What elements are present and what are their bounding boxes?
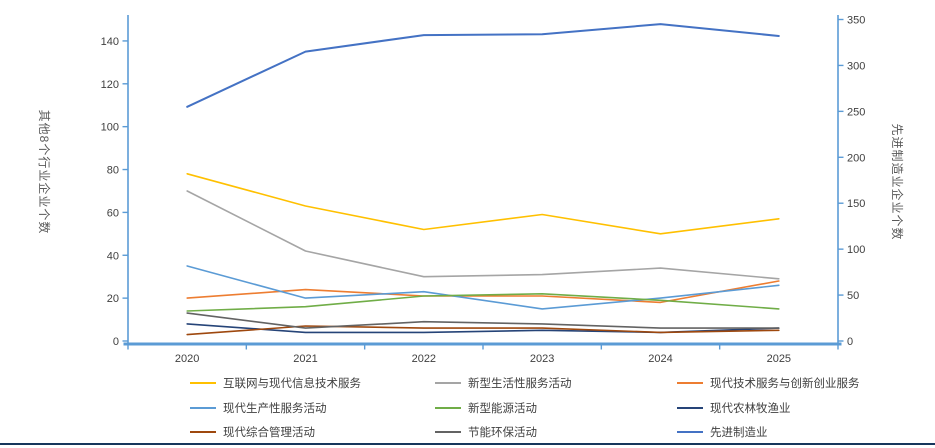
- legend-line-marker: [435, 406, 461, 409]
- legend-label: 节能环保活动: [468, 427, 537, 439]
- legend-label: 现代技术服务与创新创业服务: [710, 378, 860, 390]
- page-bottom-border: [0, 443, 935, 445]
- legend-line-marker: [190, 406, 216, 409]
- legend-label: 互联网与现代信息技术服务: [223, 378, 361, 390]
- right-axis-tick-label: 100: [847, 244, 865, 256]
- left-axis-tick-label: 40: [107, 250, 119, 262]
- x-axis-category-label: 2021: [293, 353, 317, 365]
- x-axis-category-label: 2022: [412, 353, 436, 365]
- left-axis-tick-label: 20: [107, 293, 119, 305]
- series-line-3: [186, 265, 780, 310]
- legend-label: 新型生活性服务活动: [468, 378, 572, 390]
- legend-label: 现代农林牧渔业: [710, 403, 791, 415]
- series-line-4: [186, 292, 780, 312]
- x-axis-category-label: 2025: [767, 353, 791, 365]
- left-axis-tick-label: 60: [107, 207, 119, 219]
- left-axis-tick-label: 0: [113, 336, 119, 348]
- right-axis-tick-label: 150: [847, 198, 865, 210]
- legend-label: 先进制造业: [710, 427, 768, 439]
- legend-item-4: 新型能源活动: [435, 402, 537, 416]
- legend-line-marker: [190, 381, 216, 384]
- right-axis-tick-label: 0: [847, 336, 853, 348]
- legend-item-8: 先进制造业: [677, 426, 768, 440]
- legend-item-1: 新型生活性服务活动: [435, 377, 572, 391]
- legend-item-2: 现代技术服务与创新创业服务: [677, 377, 860, 391]
- legend-line-marker: [677, 406, 703, 409]
- series-line-6: [186, 325, 780, 336]
- legend-label: 现代综合管理活动: [223, 427, 315, 439]
- x-axis-category-label: 2023: [530, 353, 554, 365]
- legend-line-marker: [677, 430, 703, 433]
- left-axis-tick-label: 140: [101, 36, 119, 48]
- right-axis-title: 先进制造业企业个数: [890, 123, 904, 241]
- left-axis-title: 其他8个行业企业个数: [37, 109, 51, 235]
- line-chart: 0 20 40 60 80 100 120 140 0 50 100 150 200 250 300 350 2…: [101, 15, 866, 366]
- right-axis-tick-label: 300: [847, 60, 865, 72]
- right-axis-tick-label: 250: [847, 106, 865, 118]
- series-line-7: [186, 312, 780, 329]
- legend-line-marker: [677, 381, 703, 384]
- legend-label: 现代生产性服务活动: [223, 403, 327, 415]
- legend-item-5: 现代农林牧渔业: [677, 402, 791, 416]
- x-axis-category-label: 2024: [648, 353, 672, 365]
- legend-item-3: 现代生产性服务活动: [190, 402, 327, 416]
- legend-item-7: 节能环保活动: [435, 426, 537, 440]
- right-axis-tick-label: 200: [847, 152, 865, 164]
- legend-label: 新型能源活动: [468, 403, 537, 415]
- legend-line-marker: [435, 381, 461, 384]
- right-axis-tick-label: 350: [847, 15, 865, 27]
- series-line-2: [186, 280, 780, 304]
- right-axis-tick-label: 50: [847, 290, 859, 302]
- series-line-1: [186, 190, 780, 280]
- series-line-0: [186, 173, 780, 235]
- legend-line-marker: [435, 430, 461, 433]
- series-line-8: [186, 23, 780, 108]
- left-axis-tick-label: 120: [101, 79, 119, 91]
- legend-item-0: 互联网与现代信息技术服务: [190, 377, 361, 391]
- legend-item-6: 现代综合管理活动: [190, 426, 315, 440]
- legend-line-marker: [190, 430, 216, 433]
- left-axis-tick-label: 100: [101, 122, 119, 134]
- left-axis-tick-label: 80: [107, 165, 119, 177]
- x-axis-category-label: 2020: [175, 353, 199, 365]
